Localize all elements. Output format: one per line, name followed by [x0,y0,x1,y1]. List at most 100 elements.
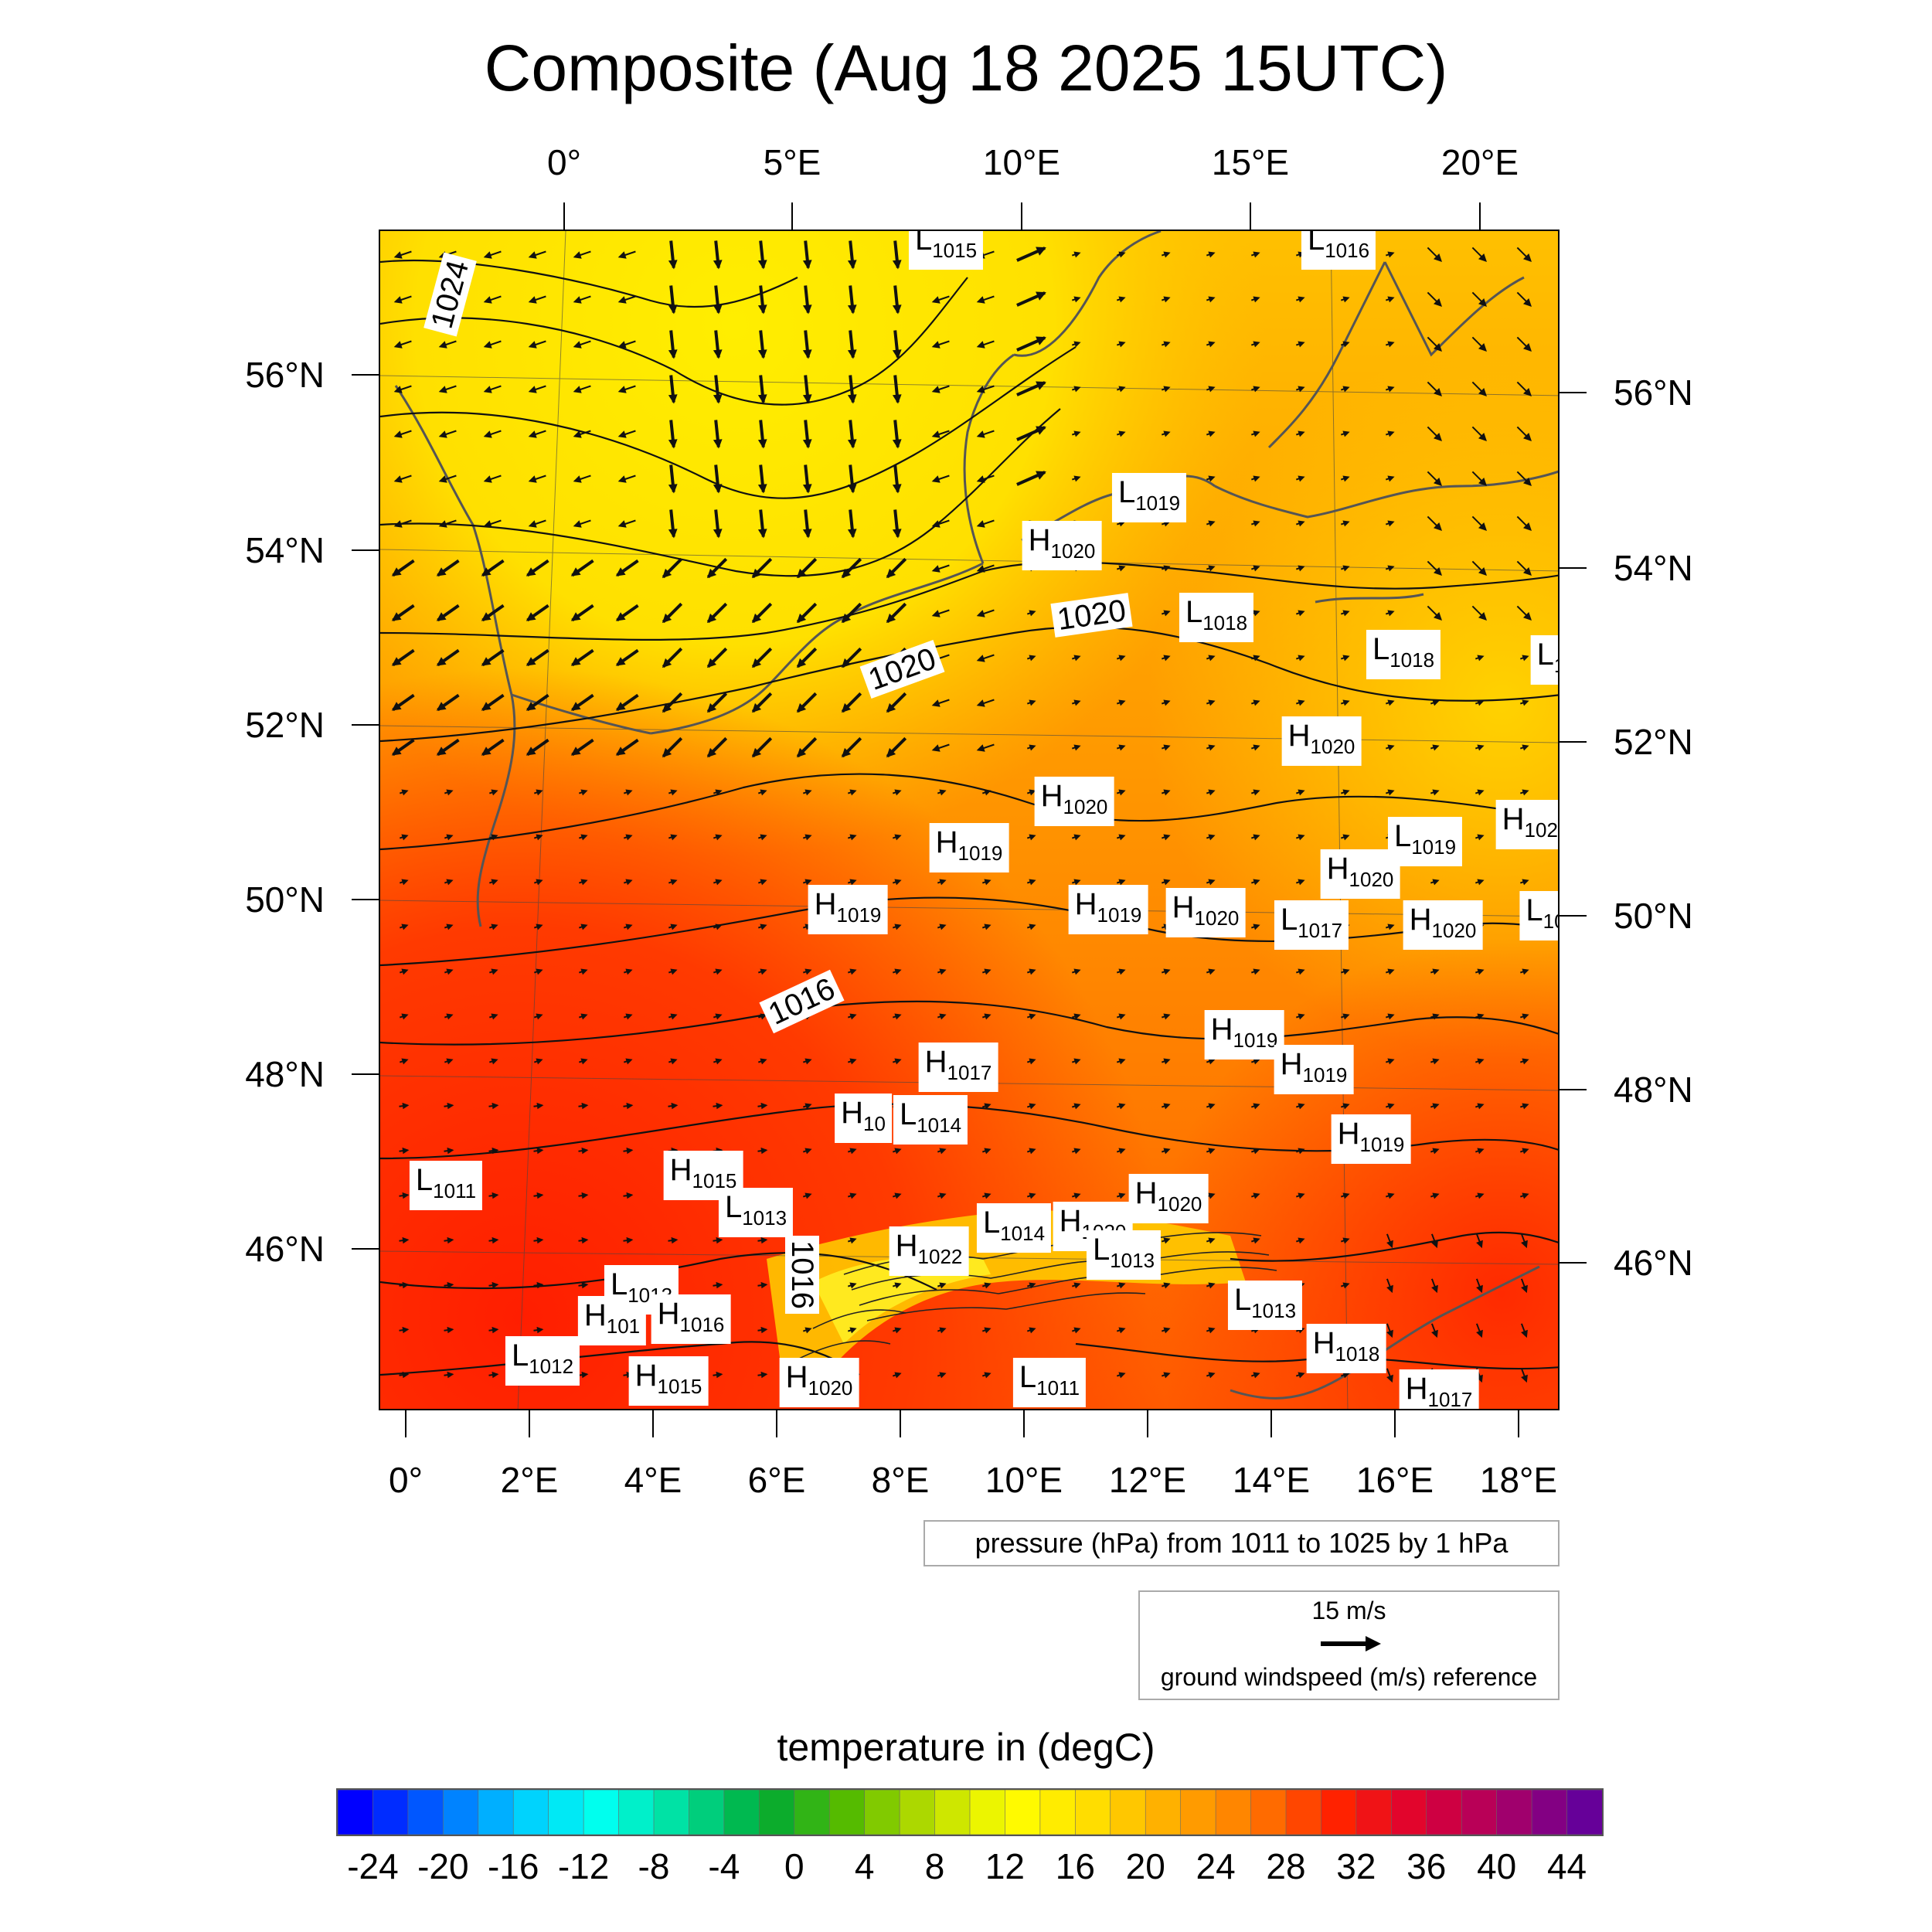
pressure-center: H1018 [1306,1324,1386,1373]
wind-arrow [796,557,818,579]
colorbar-tick-label: 36 [1406,1846,1447,1886]
right-lat-label-52n: 52°N [1614,722,1693,762]
pressure-center: H1020 [1403,900,1483,950]
wind-arrow [668,420,678,449]
wind-arrow [483,474,502,483]
wind-arrow [976,385,995,393]
wind-arrow [1116,1148,1126,1155]
colorbar-swatch [478,1790,515,1835]
wind-arrow [931,340,950,349]
colorbar-tick-label: -4 [708,1846,740,1886]
bottom-lon-label-14e: 14°E [1232,1460,1311,1500]
wind-arrow [1385,565,1395,572]
wind-arrow [570,559,594,577]
wind-arrow [662,647,683,668]
wind-arrow [1250,341,1260,348]
wind-arrow [802,879,812,886]
wind-arrow [391,559,415,577]
wind-arrow [1516,247,1532,262]
wind-arrow [1161,1372,1171,1379]
wind-arrow [1385,430,1395,437]
wind-arrow [1161,655,1171,662]
wind-arrow [713,240,723,270]
wind-arrow [751,692,773,713]
pressure-center: L1016 [1301,231,1376,270]
wind-arrow [1385,341,1395,348]
wind-arrow [488,1147,499,1155]
bottom-lon-label-8e: 8°E [871,1460,930,1500]
wind-arrow [1471,605,1487,621]
wind-arrow [483,250,502,259]
wind-arrow [1206,296,1216,303]
wind-arrow [981,1148,992,1155]
wind-arrow [1340,565,1350,572]
wind-arrow [1161,565,1171,572]
bottom-lon-label-10e: 10°E [985,1460,1063,1500]
wind-arrow [668,968,678,975]
right-lat-label-50n: 50°N [1614,896,1693,936]
wind-arrow [1427,471,1442,486]
colorbar-swatch [934,1790,971,1835]
wind-arrow [1386,1323,1393,1338]
colorbar-tick-label: -16 [487,1846,539,1886]
colorbar-swatch [689,1790,725,1835]
wind-arrow [1295,475,1305,482]
right-lat-label-46n: 46°N [1614,1243,1693,1283]
wind-arrow [757,420,767,449]
wind-arrow [1116,789,1126,796]
wind-arrow [399,923,409,930]
left-lat-label-50n: 50°N [245,879,325,920]
wind-arrow [892,789,902,796]
wind-arrow [1206,1058,1216,1065]
wind-arrow [1116,430,1126,437]
wind-arrow [1161,610,1171,617]
wind-arrow [847,1013,857,1020]
wind-arrow [1385,744,1395,751]
wind-arrow [847,1237,857,1244]
colorbar-swatch [969,1790,1006,1835]
wind-arrow [1295,386,1305,393]
wind-arrow [623,1147,634,1155]
wind-arrow [399,1281,410,1289]
wind-arrow [931,564,950,573]
wind-arrow [438,519,457,528]
wind-arrow [1116,296,1126,303]
wind-arrow [1519,744,1529,751]
wind-arrow [1116,251,1126,258]
colorbar-swatch [1461,1790,1498,1835]
wind-arrow [668,1102,679,1110]
wind-arrow [399,1371,410,1379]
wind-arrow [1295,430,1305,437]
wind-arrow [1026,968,1036,975]
wind-arrow [526,693,549,712]
wind-arrow [1475,699,1485,706]
wind-arrow [981,1327,992,1334]
wind-arrow [1340,834,1350,841]
wind-arrow [623,1013,633,1020]
wind-arrow [617,250,636,259]
wind-arrow [757,879,767,886]
colorbar-swatch [1145,1790,1182,1835]
wind-arrow [570,738,594,757]
wind-arrow [533,923,543,930]
wind-arrow [892,1148,902,1155]
wind-arrow [706,692,728,713]
wind-arrow [931,743,950,752]
wind-arrow [892,968,902,975]
wind-arrow [1016,336,1046,352]
wind-arrow [488,879,498,886]
wind-arrow [436,559,460,577]
wind-arrow [931,474,950,483]
wind-arrow [1250,386,1260,393]
wind-arrow [1026,655,1036,662]
wind-arrow [1340,1103,1350,1110]
wind-arrow [892,923,902,930]
wind-arrow [1386,1233,1393,1249]
wind-arrow [713,464,723,494]
colorbar-tick-labels: -24 -20 -16 -12 -8 -4 0 4 8 12 16 20 24 28 32 36 40 44 [0,1845,1932,1892]
wind-arrow [1471,515,1487,531]
pressure-center: H1020 [1495,800,1558,849]
wind-arrow [1427,336,1442,352]
wind-arrow [757,789,767,796]
